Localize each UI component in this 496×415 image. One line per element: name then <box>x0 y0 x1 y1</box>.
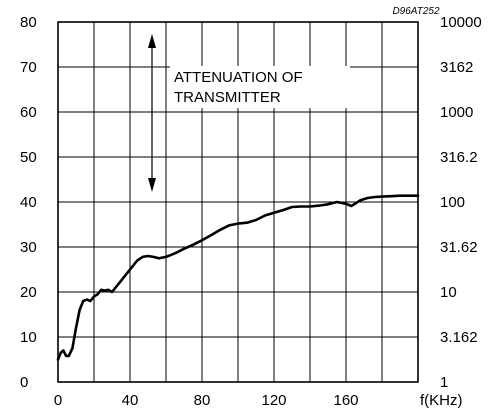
y2-tick-label: 31.62 <box>440 239 478 256</box>
annotation-line-1: ATTENUATION OF <box>174 69 303 86</box>
bottom-axis: 0 40 80 120 160 <box>54 392 359 409</box>
x-tick-label: 40 <box>122 392 139 409</box>
y2-tick-label: 1000 <box>440 104 473 121</box>
x-tick-label: 80 <box>194 392 211 409</box>
y-tick-label: 50 <box>20 149 37 166</box>
y-tick-label: 30 <box>20 239 37 256</box>
annotation-arrow <box>148 34 156 192</box>
y-tick-label: 0 <box>20 374 28 391</box>
y2-tick-label: 3162 <box>440 59 473 76</box>
annotation-bg <box>170 66 350 108</box>
series-line <box>56 194 420 361</box>
y2-tick-label: 1 <box>440 374 448 391</box>
y-tick-label: 60 <box>20 104 37 121</box>
left-axis: 0 10 20 30 40 50 60 70 80 <box>20 14 37 391</box>
right-axis: 1 3.162 10 31.62 100 316.2 1000 3162 10000 <box>440 14 482 391</box>
figure-code: D96AT252 <box>392 6 440 17</box>
x-tick-label: 120 <box>261 392 286 409</box>
annotation-line-2: TRANSMITTER <box>174 89 281 106</box>
y2-tick-label: 316.2 <box>440 149 478 166</box>
y2-tick-label: 10 <box>440 284 457 301</box>
y-tick-label: 80 <box>20 14 37 31</box>
y-tick-label: 70 <box>20 59 37 76</box>
plot-frame <box>57 21 419 383</box>
y-tick-label: 40 <box>20 194 37 211</box>
y2-tick-label: 100 <box>440 194 465 211</box>
y2-tick-label: 10000 <box>440 14 482 31</box>
x-tick-label: 0 <box>54 392 62 409</box>
y2-tick-label: 3.162 <box>440 329 478 346</box>
x-tick-label: 160 <box>333 392 358 409</box>
x-axis-label: f(KHz) <box>420 392 463 409</box>
y-tick-label: 20 <box>20 284 37 301</box>
y-tick-label: 10 <box>20 329 37 346</box>
